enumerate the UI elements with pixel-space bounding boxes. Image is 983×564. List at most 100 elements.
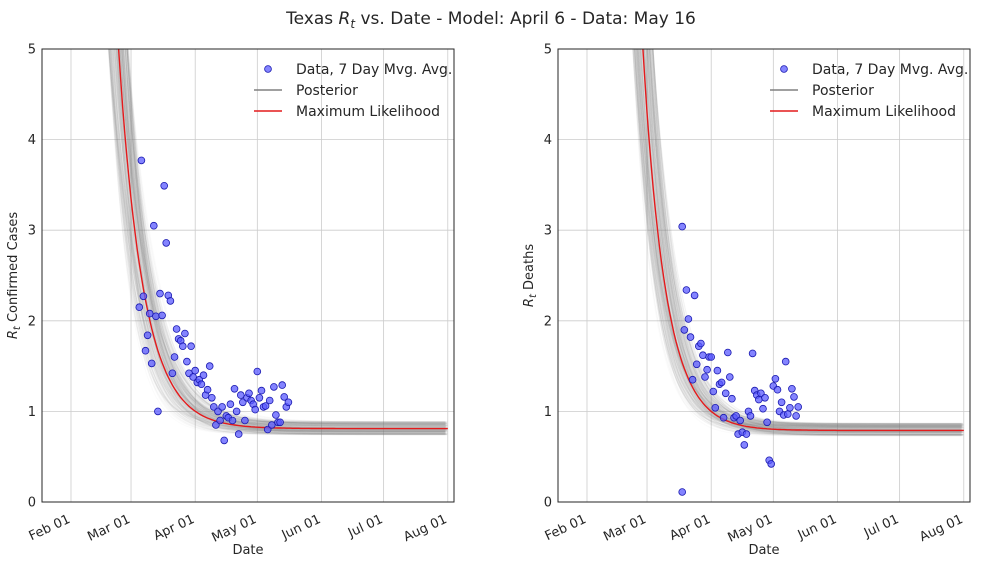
data-point bbox=[746, 412, 755, 420]
data-point bbox=[237, 391, 245, 399]
data-point bbox=[748, 349, 757, 358]
data-point bbox=[135, 303, 144, 312]
data-point bbox=[230, 384, 239, 393]
y-tick-label: 2 bbox=[28, 314, 36, 329]
x-tick-label: Jul 01 bbox=[345, 512, 385, 541]
data-point bbox=[699, 351, 707, 360]
posterior-curve bbox=[652, 49, 962, 427]
data-point bbox=[265, 396, 274, 405]
x-tick-label: Mar 01 bbox=[601, 512, 648, 545]
data-point bbox=[711, 403, 720, 412]
data-points bbox=[135, 156, 293, 445]
data-point bbox=[759, 404, 767, 413]
cases-chart-panel: 0 1 2 3 4 5 Feb 01 Mar 01 Apr 01 May 01 Jun 01 Jul … bbox=[6, 43, 455, 558]
data-point bbox=[216, 416, 224, 425]
x-tick-label: Jun 01 bbox=[279, 512, 323, 543]
x-tick-label: Apr 01 bbox=[667, 512, 712, 544]
posterior-curve bbox=[636, 49, 962, 425]
deaths-chart-panel: 0 1 2 3 4 5 Feb 01 Mar 01 Apr 01 May 01 Jun 01 Jul … bbox=[522, 43, 971, 558]
legend-label: Maximum Likelihood bbox=[296, 104, 440, 120]
data-point bbox=[253, 367, 262, 376]
data-point bbox=[788, 384, 796, 393]
data-point bbox=[721, 389, 730, 398]
posterior-curve bbox=[108, 49, 448, 426]
y-tick-label: 5 bbox=[544, 43, 552, 58]
data-point bbox=[232, 407, 241, 416]
data-point bbox=[719, 413, 728, 422]
legend-label: Data, 7 Day Mvg. Avg. bbox=[296, 62, 452, 78]
y-tick-label: 2 bbox=[544, 314, 552, 329]
data-point bbox=[197, 380, 206, 389]
x-tick-label: Mar 01 bbox=[85, 512, 132, 545]
data-point bbox=[255, 393, 264, 402]
legend-label: Maximum Likelihood bbox=[812, 104, 956, 120]
data-point bbox=[245, 389, 253, 398]
data-point bbox=[267, 421, 276, 429]
data-point bbox=[761, 393, 769, 402]
data-point bbox=[145, 309, 154, 318]
data-point bbox=[678, 222, 686, 231]
data-point bbox=[166, 297, 175, 305]
data-point bbox=[168, 369, 177, 378]
data-point bbox=[228, 416, 237, 425]
data-point bbox=[276, 418, 284, 427]
data-point bbox=[692, 360, 701, 369]
data-point bbox=[208, 393, 216, 402]
posterior-curve bbox=[121, 49, 446, 435]
data-point bbox=[234, 430, 243, 438]
data-point bbox=[143, 331, 152, 340]
data-point bbox=[150, 221, 158, 230]
legend-label: Data, 7 Day Mvg. Avg. bbox=[812, 62, 968, 78]
posterior-curve bbox=[648, 49, 963, 436]
data-point bbox=[203, 385, 212, 394]
y-tick-label: 3 bbox=[544, 224, 552, 239]
data-point bbox=[754, 395, 763, 404]
data-point bbox=[187, 342, 195, 351]
data-point bbox=[152, 312, 160, 321]
data-point bbox=[226, 400, 235, 409]
posterior-curve bbox=[119, 49, 446, 433]
x-tick-label: Aug 01 bbox=[401, 512, 449, 545]
posterior-curve bbox=[115, 49, 446, 432]
data-point bbox=[191, 366, 200, 375]
legend-label: Posterior bbox=[296, 83, 358, 99]
data-point bbox=[790, 393, 798, 401]
data-point bbox=[686, 333, 695, 341]
data-point bbox=[261, 402, 270, 410]
posterior-curve bbox=[122, 49, 447, 424]
max-likelihood-curve bbox=[117, 49, 448, 430]
data-point bbox=[783, 410, 792, 418]
posterior-curve bbox=[111, 49, 447, 427]
posterior-curve bbox=[643, 49, 961, 425]
data-point bbox=[736, 416, 744, 425]
data-point bbox=[205, 362, 214, 370]
data-point bbox=[723, 348, 732, 357]
data-point bbox=[141, 346, 150, 355]
x-tick-label: Feb 01 bbox=[543, 512, 589, 544]
posterior-curve bbox=[123, 49, 448, 425]
data-point bbox=[713, 366, 722, 375]
data-point bbox=[270, 383, 278, 391]
x-tick-label: May 01 bbox=[726, 512, 775, 546]
data-point bbox=[717, 378, 726, 387]
data-point bbox=[284, 398, 293, 407]
data-point bbox=[792, 412, 800, 420]
data-point bbox=[786, 403, 794, 412]
data-point bbox=[680, 326, 689, 334]
x-tick-label: Jul 01 bbox=[861, 512, 901, 541]
posterior-curve bbox=[126, 49, 447, 425]
data-point bbox=[742, 430, 751, 438]
y-tick-label: 1 bbox=[28, 405, 36, 420]
data-point bbox=[218, 403, 226, 411]
data-point bbox=[773, 385, 782, 394]
data-point bbox=[181, 329, 189, 338]
y-tick-label: 4 bbox=[544, 133, 552, 148]
data-point bbox=[707, 353, 715, 361]
data-point bbox=[701, 373, 709, 381]
data-point bbox=[137, 156, 146, 165]
posterior-curve bbox=[640, 49, 962, 429]
legend-marker-data bbox=[264, 65, 272, 73]
posterior-curve bbox=[645, 49, 964, 433]
max-likelihood-curve bbox=[642, 49, 964, 432]
x-tick-label: Apr 01 bbox=[151, 512, 196, 544]
